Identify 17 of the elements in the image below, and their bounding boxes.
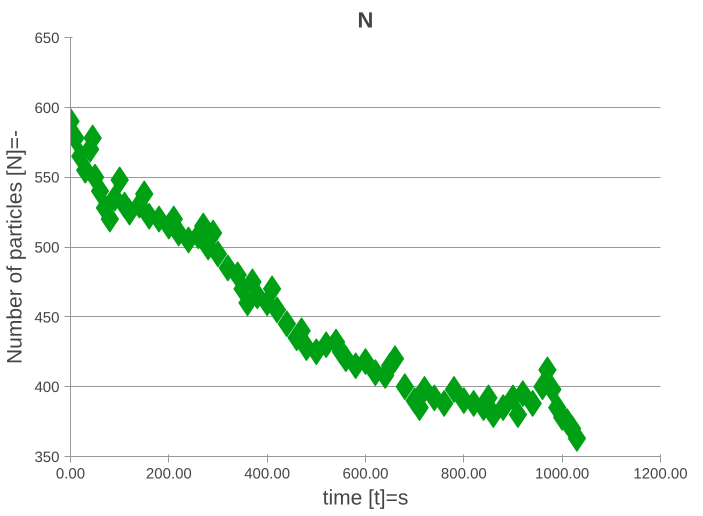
x-axis-title: time [t]=s: [322, 486, 408, 510]
x-tick-label: 200.00: [146, 466, 192, 482]
y-tick-label: 450: [34, 309, 60, 326]
x-tick-label: 0.00: [56, 466, 86, 482]
x-tick-label: 400.00: [244, 466, 290, 482]
y-axis-title: Number of particles [N]=-: [3, 130, 26, 364]
x-tick-label: 600.00: [342, 466, 388, 482]
y-tick-label: 400: [34, 379, 60, 396]
x-tick-label: 1000.00: [535, 466, 590, 482]
chart-title: N: [358, 8, 374, 32]
y-tick-label: 550: [34, 170, 60, 187]
y-tick-label: 600: [34, 100, 60, 117]
y-tick-label: 500: [34, 240, 60, 256]
y-tick-label: 650: [34, 30, 60, 47]
y-tick-label: 350: [34, 449, 60, 466]
x-tick-label: 800.00: [440, 466, 487, 482]
x-tick-label: 1200.00: [633, 466, 688, 482]
